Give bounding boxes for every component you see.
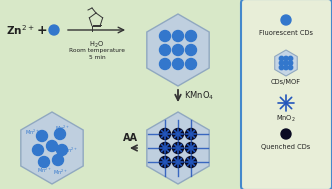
Circle shape — [54, 129, 65, 139]
Text: H$_2$O: H$_2$O — [89, 40, 105, 50]
Circle shape — [173, 143, 184, 153]
Circle shape — [186, 30, 197, 42]
Circle shape — [159, 30, 171, 42]
Polygon shape — [21, 112, 83, 184]
Circle shape — [279, 56, 284, 61]
Circle shape — [281, 129, 291, 139]
Circle shape — [279, 65, 284, 70]
Circle shape — [173, 59, 184, 70]
Circle shape — [284, 56, 288, 61]
Text: Mn$^{2+}$: Mn$^{2+}$ — [25, 127, 39, 137]
Circle shape — [173, 44, 184, 56]
Polygon shape — [275, 50, 297, 76]
Circle shape — [288, 65, 293, 70]
Circle shape — [159, 44, 171, 56]
Circle shape — [52, 154, 63, 166]
Circle shape — [288, 56, 293, 61]
Text: Room temperature: Room temperature — [69, 48, 125, 53]
Circle shape — [279, 61, 284, 65]
Text: Mn$^{2+}$: Mn$^{2+}$ — [53, 167, 67, 177]
Circle shape — [159, 143, 171, 153]
Text: Fluorescent CDs: Fluorescent CDs — [259, 30, 313, 36]
Circle shape — [173, 156, 184, 167]
Circle shape — [37, 130, 47, 142]
Polygon shape — [147, 14, 209, 86]
Text: +: + — [37, 23, 47, 36]
Circle shape — [49, 25, 59, 35]
Text: KMnO$_4$: KMnO$_4$ — [184, 90, 214, 102]
Circle shape — [159, 59, 171, 70]
Circle shape — [173, 129, 184, 139]
Circle shape — [173, 30, 184, 42]
Circle shape — [186, 129, 197, 139]
Text: 5 min: 5 min — [89, 55, 105, 60]
Circle shape — [186, 143, 197, 153]
Text: Mn$^{2+}$: Mn$^{2+}$ — [63, 145, 77, 155]
Polygon shape — [147, 112, 209, 184]
Text: Mn$^{2+}$: Mn$^{2+}$ — [55, 123, 69, 133]
Circle shape — [281, 15, 291, 25]
Circle shape — [159, 156, 171, 167]
Text: AA: AA — [123, 133, 137, 143]
Text: Quenched CDs: Quenched CDs — [261, 144, 311, 150]
FancyBboxPatch shape — [241, 0, 332, 189]
Circle shape — [46, 140, 57, 152]
Text: CDs/MOF: CDs/MOF — [271, 79, 301, 85]
Circle shape — [186, 59, 197, 70]
Circle shape — [39, 156, 49, 167]
Text: Zn$^{2+}$: Zn$^{2+}$ — [6, 23, 35, 37]
Circle shape — [288, 61, 293, 65]
Circle shape — [33, 145, 43, 156]
Circle shape — [56, 145, 67, 156]
Circle shape — [186, 156, 197, 167]
Text: MnO$_2$: MnO$_2$ — [276, 114, 296, 124]
Text: Mn$^{2+}$: Mn$^{2+}$ — [37, 165, 51, 175]
Circle shape — [159, 129, 171, 139]
Circle shape — [186, 44, 197, 56]
Circle shape — [284, 61, 288, 65]
Circle shape — [284, 65, 288, 70]
